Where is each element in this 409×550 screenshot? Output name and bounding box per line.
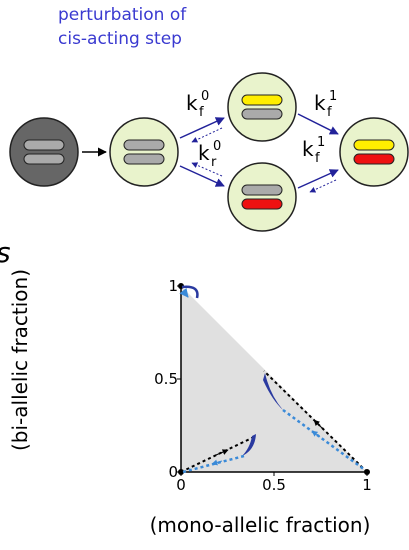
- svg-text:0: 0: [201, 89, 209, 104]
- svg-text:k: k: [198, 141, 210, 165]
- svg-text:k: k: [302, 137, 314, 161]
- panel-letter: s: [0, 236, 11, 269]
- x-tick-label: 0.5: [262, 476, 286, 494]
- svg-text:1: 1: [329, 89, 337, 104]
- svg-text:0: 0: [213, 139, 221, 154]
- svg-text:f: f: [315, 151, 320, 166]
- caption-line: perturbation of: [58, 5, 187, 25]
- y-tick-label: 1: [168, 277, 178, 295]
- y-axis-label: (bi-allelic fraction): [8, 269, 32, 451]
- x-axis-label: (mono-allelic fraction): [150, 513, 371, 537]
- svg-text:1: 1: [317, 135, 325, 150]
- y-tick-label: 0: [168, 463, 178, 481]
- svg-text:f: f: [327, 105, 332, 120]
- caption-line: cis-acting step: [58, 29, 182, 49]
- plot: [178, 283, 370, 475]
- svg-text:k: k: [314, 91, 326, 115]
- figure: perturbation of cis-acting step kf0 kr0 …: [0, 0, 409, 550]
- x-tick-label: 1: [362, 476, 372, 494]
- svg-text:f: f: [199, 105, 204, 120]
- svg-text:k: k: [186, 91, 198, 115]
- y-tick-label: 0.5: [154, 370, 178, 388]
- svg-text:r: r: [211, 155, 217, 170]
